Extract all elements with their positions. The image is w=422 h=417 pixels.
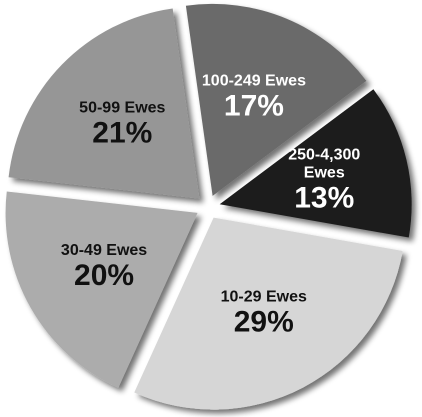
pie-slice-3	[134, 217, 403, 410]
slice-percent-label: 13%	[294, 181, 354, 214]
slice-category-label: Ewes	[304, 164, 345, 181]
pie-slices	[5, 3, 412, 410]
slice-category-label: 250-4,300	[288, 146, 360, 163]
pie-slice-1	[185, 3, 367, 196]
slice-category-label: 10-29 Ewes	[221, 289, 307, 306]
pie-slice-2	[219, 89, 412, 238]
slice-category-label: 30-49 Ewes	[61, 242, 147, 259]
pie-slice-5	[8, 8, 200, 199]
pie-slice-4	[5, 191, 198, 388]
slice-percent-label: 21%	[92, 117, 152, 150]
slice-percent-label: 20%	[74, 259, 134, 292]
slice-category-label: 100-249 Ewes	[202, 73, 306, 90]
slice-percent-label: 29%	[234, 306, 294, 339]
slice-category-label: 50-99 Ewes	[79, 100, 165, 117]
slice-percent-label: 17%	[224, 90, 284, 123]
